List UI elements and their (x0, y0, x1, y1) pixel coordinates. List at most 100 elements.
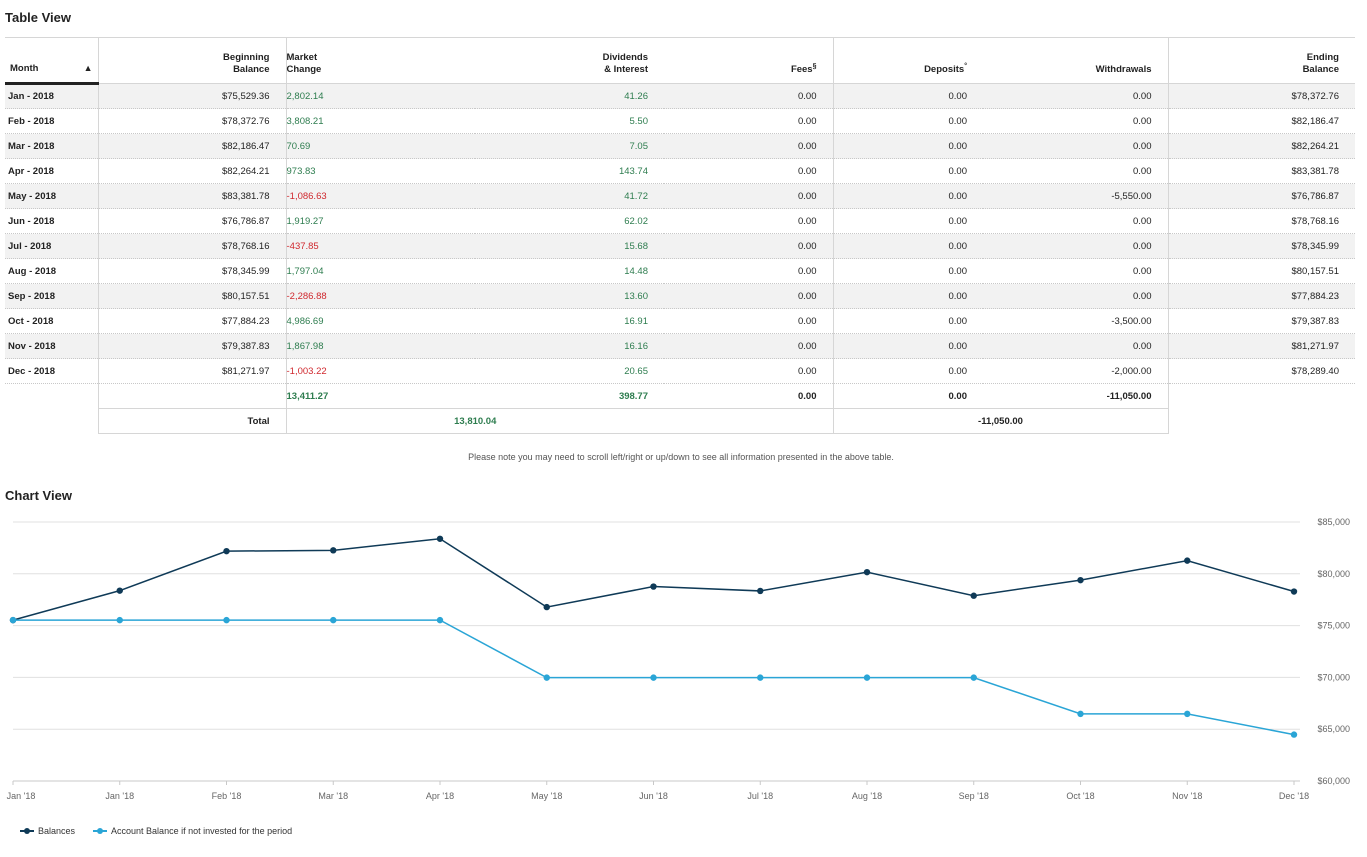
cell-withdrawals: -3,500.00 (983, 308, 1169, 334)
subtotal-market-change: 13,411.27 (285, 383, 475, 409)
cell-fees: 0.00 (664, 358, 834, 384)
subtotal-row: 13,411.27 398.77 0.00 0.00 -11,050.00 (5, 383, 1355, 409)
cell-beginning-balance: $82,264.21 (98, 158, 286, 184)
data-point (436, 616, 444, 624)
x-tick-label: Feb '18 (212, 791, 242, 801)
cell-fees: 0.00 (664, 133, 834, 159)
x-tick-label: May '18 (531, 791, 562, 801)
blank-cell (1168, 408, 1355, 434)
x-tick-label: Jul '18 (747, 791, 773, 801)
cell-dividends-interest: 16.16 (475, 333, 664, 359)
cell-ending-balance: $77,884.23 (1168, 283, 1355, 309)
cell-market-change: 4,986.69 (285, 308, 475, 334)
x-tick-label: Sep '18 (959, 791, 989, 801)
table-row: Mar - 2018 $82,186.47 70.69 7.05 0.00 0.00 0.0… (5, 133, 1355, 159)
data-point (543, 603, 550, 611)
cell-deposits: 0.00 (833, 233, 983, 259)
cell-month: Aug - 2018 (5, 258, 99, 284)
blank-cell (1168, 383, 1355, 409)
subtotal-dividends: 398.77 (475, 383, 664, 409)
cell-market-change: 1,867.98 (285, 333, 475, 359)
cell-beginning-balance: $78,345.99 (98, 258, 286, 284)
table-row: Sep - 2018 $80,157.51 -2,286.88 13.60 0.00 0.… (5, 283, 1355, 309)
cell-month: Mar - 2018 (5, 133, 99, 159)
data-point (1077, 710, 1084, 718)
data-point (436, 535, 444, 542)
cell-market-change: 1,797.04 (285, 258, 475, 284)
cell-ending-balance: $79,387.83 (1168, 308, 1355, 334)
cell-deposits: 0.00 (833, 358, 983, 384)
x-tick-label: Apr '18 (426, 791, 454, 801)
cell-dividends-interest: 5.50 (475, 108, 664, 134)
data-point (116, 587, 123, 594)
x-tick-label: Nov '18 (1172, 791, 1202, 801)
cell-deposits: 0.00 (833, 283, 983, 309)
cell-withdrawals: 0.00 (983, 83, 1169, 109)
total-market-group: 13,810.04 (286, 408, 664, 434)
blank-cell (664, 408, 834, 434)
table-row: Apr - 2018 $82,264.21 973.83 143.74 0.00 0.00… (5, 158, 1355, 184)
blank-cell (98, 383, 286, 409)
legend-item-balances[interactable]: Balances (20, 826, 75, 836)
dividends-interest-header: Dividends & Interest (475, 37, 664, 84)
cell-fees: 0.00 (664, 183, 834, 209)
cell-deposits: 0.00 (833, 308, 983, 334)
legend-label: Account Balance if not invested for the … (111, 826, 293, 836)
cell-month: Feb - 2018 (5, 108, 99, 134)
table-row: Jan - 2018 $75,529.36 2,802.14 41.26 0.00 0.0… (5, 83, 1355, 109)
cell-dividends-interest: 20.65 (475, 358, 664, 384)
cell-market-change: 70.69 (285, 133, 475, 159)
cell-beginning-balance: $82,186.47 (98, 133, 286, 159)
data-point (1290, 731, 1298, 738)
blank-cell (5, 383, 99, 409)
cell-deposits: 0.00 (833, 158, 983, 184)
cell-month: Jun - 2018 (5, 208, 99, 234)
data-point (223, 616, 230, 624)
data-point (116, 616, 123, 624)
cell-beginning-balance: $77,884.23 (98, 308, 286, 334)
subtotal-deposits: 0.00 (833, 383, 983, 409)
data-point (757, 587, 764, 595)
cell-withdrawals: -5,550.00 (983, 183, 1169, 209)
x-tick-label: Dec '18 (1279, 791, 1309, 801)
month-column-header[interactable]: Month ▲ (5, 37, 99, 85)
x-tick-label: Mar '18 (318, 791, 348, 801)
cell-dividends-interest: 41.26 (475, 83, 664, 109)
subtotal-fees: 0.00 (664, 383, 834, 409)
cell-month: Oct - 2018 (5, 308, 99, 334)
data-point (970, 674, 977, 681)
cell-dividends-interest: 15.68 (475, 233, 664, 259)
legend-label: Balances (38, 826, 76, 836)
data-point (1290, 588, 1298, 595)
series-line-balances (12, 537, 1295, 621)
data-point (543, 674, 550, 681)
cell-deposits: 0.00 (833, 258, 983, 284)
cell-market-change: -1,003.22 (285, 358, 475, 384)
cell-month: Jan - 2018 (5, 83, 99, 109)
cell-deposits: 0.00 (833, 208, 983, 234)
data-point (1077, 576, 1084, 584)
cell-month: May - 2018 (5, 183, 99, 209)
x-tick-label: Jan '18 (105, 791, 134, 801)
sort-ascending-icon[interactable]: ▲ (83, 63, 93, 73)
cell-fees: 0.00 (664, 283, 834, 309)
deposits-header: Deposits° (833, 37, 983, 84)
y-tick-label: $65,000 (1317, 724, 1350, 734)
total-flows-group: -11,050.00 (833, 408, 1169, 434)
x-tick-label: Aug '18 (852, 791, 882, 801)
cell-beginning-balance: $81,271.97 (98, 358, 286, 384)
cell-ending-balance: $82,186.47 (1168, 108, 1355, 134)
table-header-row: Month ▲ Beginning Balance Market Change Di… (5, 37, 1355, 85)
cell-deposits: 0.00 (833, 83, 983, 109)
table-row: Jul - 2018 $78,768.16 -437.85 15.68 0.00 0.00… (5, 233, 1355, 259)
x-tick-label: Jun '18 (639, 791, 668, 801)
cell-fees: 0.00 (664, 83, 834, 109)
y-tick-label: $80,000 (1317, 569, 1350, 579)
cell-fees: 0.00 (664, 308, 834, 334)
data-point (863, 674, 871, 681)
chart-legend: Balances Account Balance if not invested… (20, 826, 292, 836)
cell-beginning-balance: $78,768.16 (98, 233, 286, 259)
data-point (650, 674, 657, 681)
legend-item-not-invested[interactable]: Account Balance if not invested for the … (93, 826, 292, 836)
data-point (863, 568, 871, 576)
